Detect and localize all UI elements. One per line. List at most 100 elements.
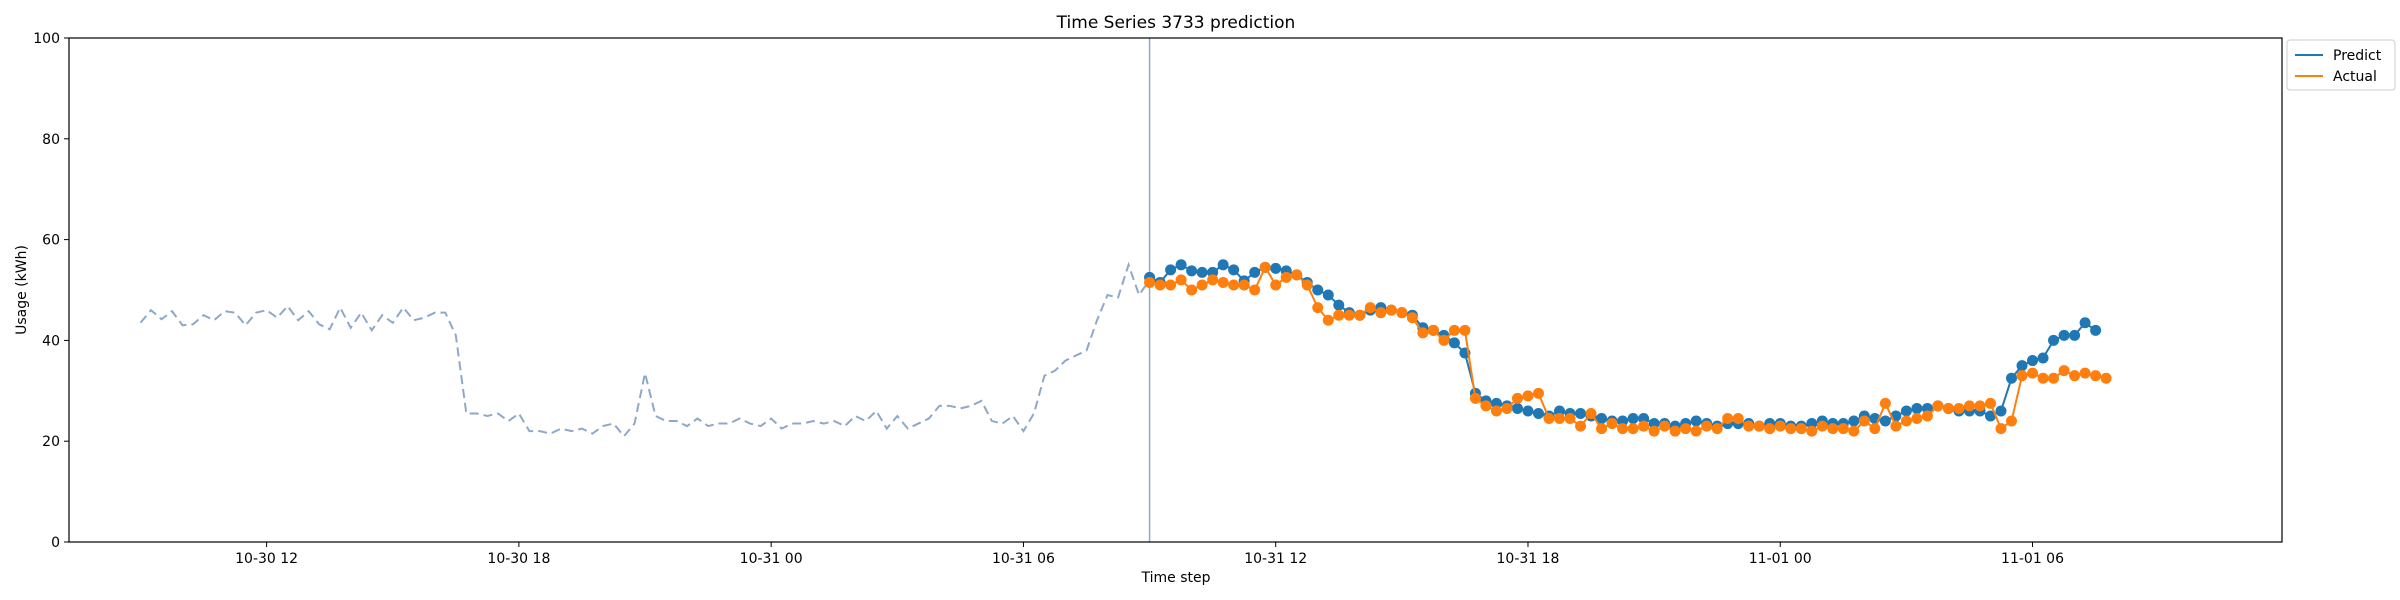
predict-point: [1532, 407, 1544, 419]
actual-point: [1659, 420, 1671, 432]
x-tick-label: 10-30 18: [487, 551, 550, 567]
actual-point: [1217, 276, 1229, 288]
actual-point: [1921, 410, 1933, 422]
actual-point: [1259, 261, 1271, 273]
actual-point: [1984, 397, 1996, 409]
predict-point: [2079, 317, 2091, 329]
predict-point: [2006, 372, 2018, 384]
predict-point: [2016, 360, 2028, 372]
predict-line: [1149, 263, 2097, 428]
actual-point: [1627, 423, 1639, 435]
x-tick-label: 10-30 12: [235, 551, 298, 567]
actual-point: [1638, 420, 1650, 432]
predict-point: [1448, 337, 1460, 349]
actual-point: [1333, 309, 1345, 321]
predict-point: [1228, 264, 1240, 276]
actual-point: [1722, 413, 1734, 425]
legend: Predict Actual: [2286, 39, 2396, 91]
actual-point: [1438, 334, 1450, 346]
predict-point: [1984, 410, 1996, 422]
actual-point: [1890, 420, 1902, 432]
actual-point: [1963, 400, 1975, 412]
predict-point: [2090, 324, 2102, 336]
x-tick-label: 10-31 18: [1497, 551, 1560, 567]
actual-point: [1942, 402, 1954, 414]
actual-point: [1879, 397, 1891, 409]
actual-point: [1575, 420, 1587, 432]
actual-point: [1238, 279, 1250, 291]
legend-actual-label: Actual: [2333, 69, 2377, 85]
legend-box: [2286, 39, 2396, 91]
actual-point: [1900, 415, 1912, 427]
actual-point: [1564, 413, 1576, 425]
x-tick-label: 10-31 06: [992, 551, 1055, 567]
predict-point: [1575, 407, 1587, 419]
actual-point: [1690, 425, 1702, 437]
actual-point: [1459, 324, 1471, 336]
actual-point: [1532, 387, 1544, 399]
actual-point: [2090, 370, 2102, 382]
actual-point: [2069, 370, 2081, 382]
predict-point: [1690, 415, 1702, 427]
actual-point: [1196, 279, 1208, 291]
predict-point: [1249, 266, 1261, 278]
predict-point: [1175, 259, 1187, 271]
actual-point: [1375, 307, 1387, 319]
predict-point: [1596, 413, 1608, 425]
predict-point: [1648, 418, 1660, 430]
actual-point: [2058, 365, 2070, 377]
actual-point: [1501, 402, 1513, 414]
actual-point: [2100, 372, 2112, 384]
actual-point: [1585, 407, 1597, 419]
actual-point: [1554, 413, 1566, 425]
actual-point: [1343, 309, 1355, 321]
predict-point: [1270, 262, 1282, 274]
actual-point: [1312, 302, 1324, 314]
actual-point: [2048, 372, 2060, 384]
actual-point: [1795, 423, 1807, 435]
actual-point: [1858, 415, 1870, 427]
predict-point: [1333, 299, 1345, 311]
actual-point: [1165, 279, 1177, 291]
actual-point: [1648, 425, 1660, 437]
actual-point: [1144, 276, 1156, 288]
actual-point: [2079, 367, 2091, 379]
predict-point: [1312, 284, 1324, 296]
actual-point: [2006, 415, 2018, 427]
x-tick-label: 11-01 06: [2001, 551, 2064, 567]
predict-point: [1995, 405, 2007, 417]
actual-point: [1354, 309, 1366, 321]
y-tick-label: 100: [33, 31, 60, 47]
actual-point: [1396, 307, 1408, 319]
predict-point: [1879, 415, 1891, 427]
x-tick-label: 10-31 12: [1244, 551, 1307, 567]
predict-point: [1921, 402, 1933, 414]
y-tick-label: 0: [51, 535, 60, 551]
actual-point: [1680, 423, 1692, 435]
actual-point: [1932, 400, 1944, 412]
predict-point: [1900, 405, 1912, 417]
actual-series: [1144, 261, 2112, 437]
actual-point: [1711, 423, 1723, 435]
predict-point: [1217, 259, 1229, 271]
y-tick-label: 60: [42, 233, 60, 249]
predict-point: [2058, 329, 2070, 341]
predict-point: [1490, 397, 1502, 409]
actual-point: [2027, 367, 2039, 379]
actual-point: [1228, 279, 1240, 291]
actual-point: [1743, 420, 1755, 432]
x-tick-label: 10-31 00: [740, 551, 803, 567]
actual-point: [1953, 402, 1965, 414]
actual-point: [1322, 314, 1334, 326]
actual-point: [1911, 413, 1923, 425]
actual-point: [1732, 413, 1744, 425]
actual-point: [1848, 425, 1860, 437]
predict-point: [1207, 266, 1219, 278]
y-tick-label: 20: [42, 434, 60, 450]
actual-point: [1511, 392, 1523, 404]
predict-point: [1186, 265, 1198, 277]
actual-point: [1617, 423, 1629, 435]
y-tick-label: 40: [42, 333, 60, 349]
actual-point: [1816, 420, 1828, 432]
